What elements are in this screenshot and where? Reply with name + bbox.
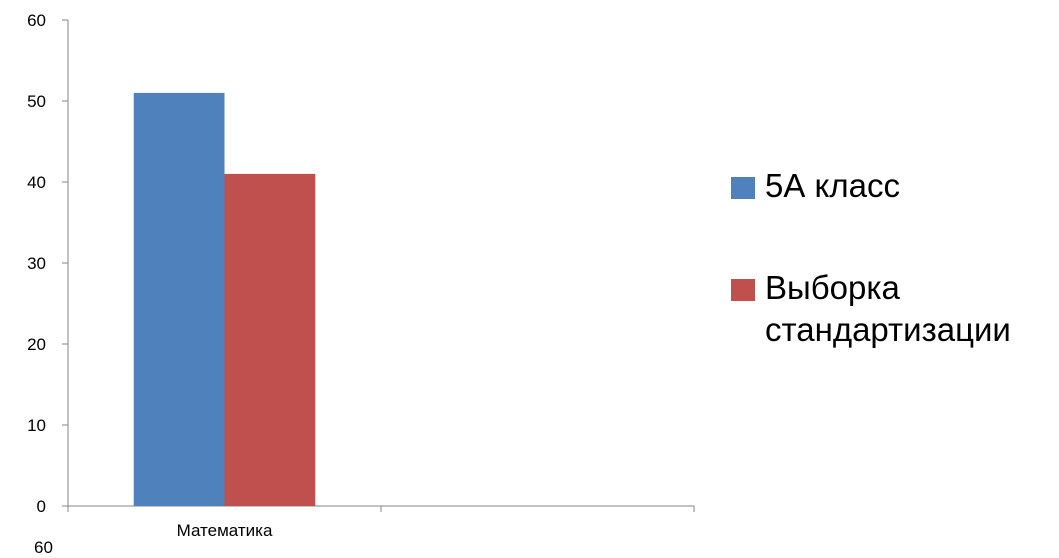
y-tick-label: 10	[27, 416, 46, 435]
legend-label-sample: Выборка стандартизации	[765, 269, 1011, 348]
legend-label-5a: 5А класс	[765, 167, 900, 204]
footnote-text: 60	[34, 538, 53, 557]
legend-item-5a: 5А класс	[731, 165, 1056, 207]
x-category-label: Математика	[177, 521, 273, 540]
y-tick-label: 50	[27, 92, 46, 111]
bar-sample-0	[224, 173, 316, 506]
legend-swatch-sample	[731, 279, 755, 301]
y-tick-label: 40	[27, 173, 46, 192]
y-tick-label: 30	[27, 254, 46, 273]
y-tick-label: 20	[27, 335, 46, 354]
chart-legend: 5А класс Выборка стандартизации	[731, 165, 1056, 351]
y-tick-label: 0	[37, 497, 46, 516]
y-tick-label: 60	[27, 11, 46, 30]
legend-item-sample: Выборка стандартизации	[731, 267, 1056, 351]
bar-5a-0	[133, 92, 225, 507]
legend-swatch-5a	[731, 177, 755, 199]
